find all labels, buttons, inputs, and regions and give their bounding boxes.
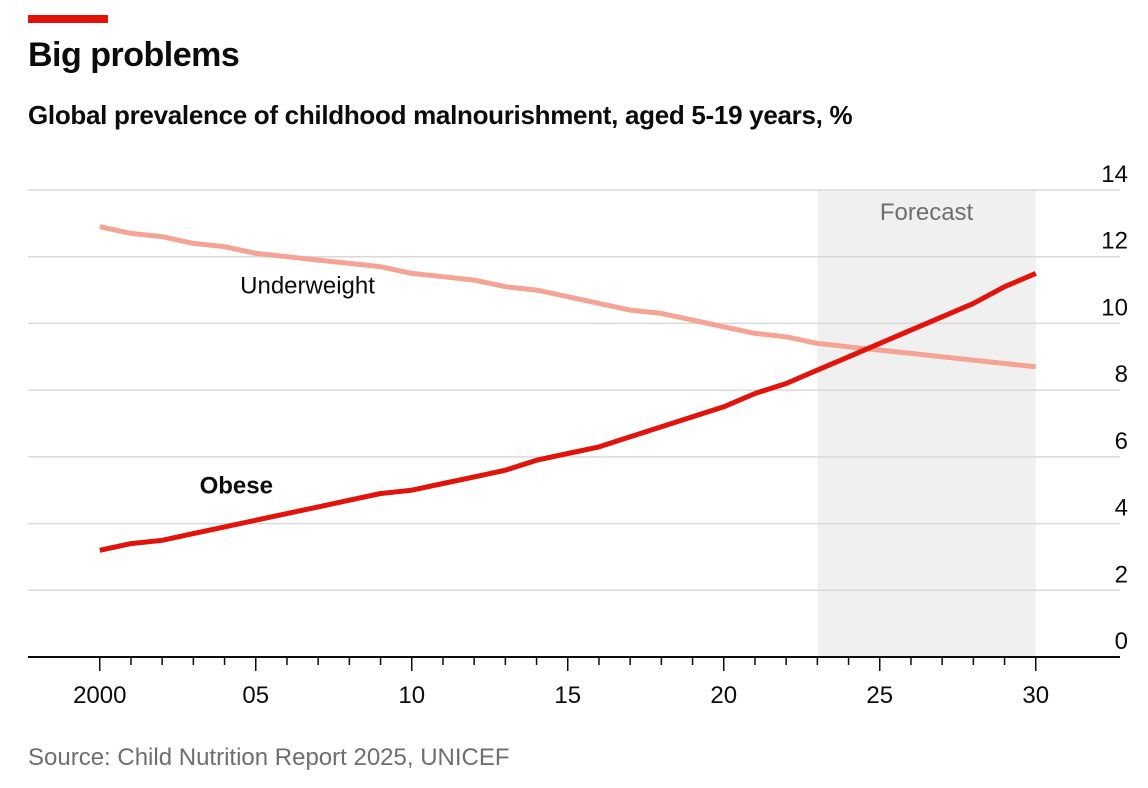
y-tick-label-0: 0 xyxy=(1115,628,1128,655)
y-tick-label-6: 6 xyxy=(1115,428,1128,455)
x-tick-label-2015: 15 xyxy=(554,682,581,709)
series-label-underweight: Underweight xyxy=(240,272,375,299)
y-tick-label-14: 14 xyxy=(1101,161,1128,188)
x-tick-label-2025: 25 xyxy=(866,682,893,709)
y-tick-label-10: 10 xyxy=(1101,294,1128,321)
brand-accent-bar xyxy=(28,15,108,23)
x-tick-label-2020: 20 xyxy=(710,682,737,709)
series-line-obese xyxy=(99,271,1037,553)
x-tick-label-2030: 30 xyxy=(1022,682,1049,709)
y-tick-label-4: 4 xyxy=(1115,495,1128,522)
series-label-obese: Obese xyxy=(200,473,273,500)
chart-title: Big problems xyxy=(28,36,240,74)
x-axis: 2000 05 10 15 20 25 30 xyxy=(28,656,1120,709)
gridlines xyxy=(28,189,1120,592)
y-tick-label-2: 2 xyxy=(1115,561,1128,588)
chart-subtitle: Global prevalence of childhood malnouris… xyxy=(28,100,853,130)
forecast-label: Forecast xyxy=(880,199,974,226)
series-labels: Underweight Obese xyxy=(200,272,376,499)
y-axis-tick-labels: 0 2 4 6 8 10 12 14 xyxy=(1101,161,1128,655)
y-tick-label-8: 8 xyxy=(1115,361,1128,388)
series-line-underweight xyxy=(99,224,1037,370)
forecast-band xyxy=(817,190,1036,657)
series-lines xyxy=(99,224,1037,553)
forecast-layer: Forecast xyxy=(817,190,1036,657)
x-tick-label-2010: 10 xyxy=(398,682,425,709)
x-tick-label-2005: 05 xyxy=(242,682,269,709)
x-tick-label-2000: 2000 xyxy=(73,682,126,709)
source-note: Source: Child Nutrition Report 2025, UNI… xyxy=(28,744,510,771)
y-tick-label-12: 12 xyxy=(1101,228,1128,255)
